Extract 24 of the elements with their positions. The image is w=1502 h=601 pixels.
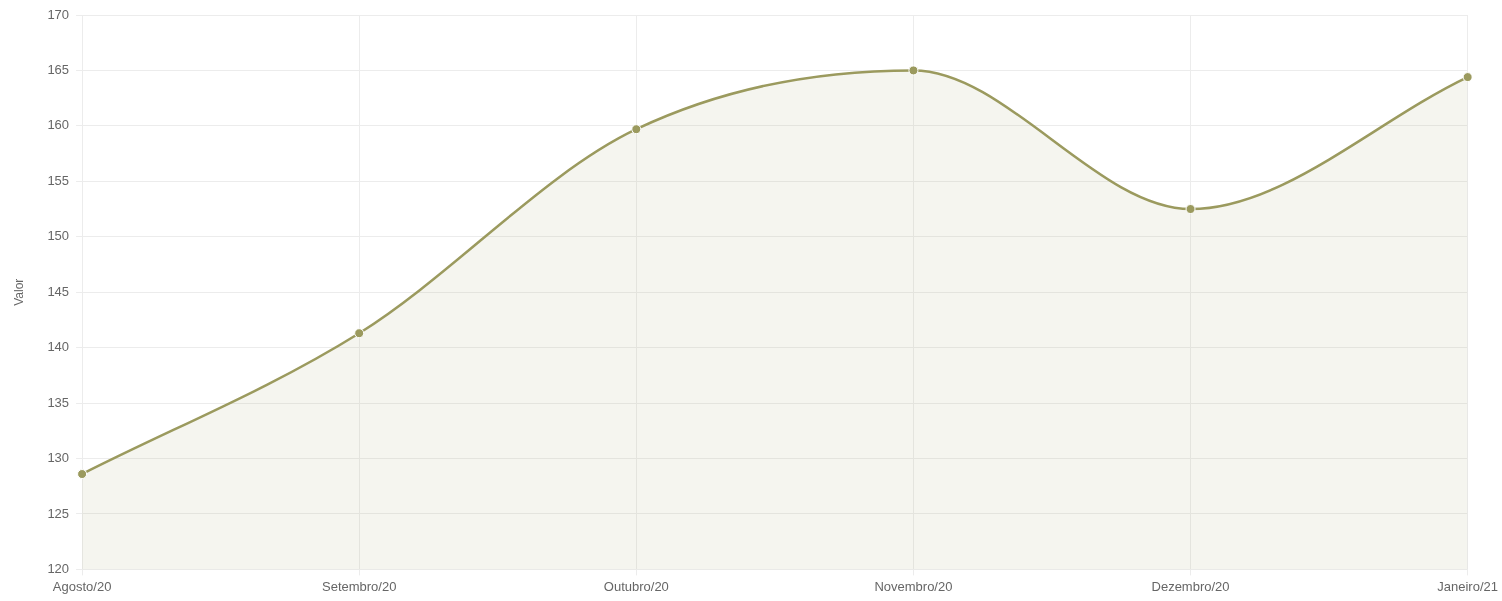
point xyxy=(631,124,642,135)
y-tick-label: 145 xyxy=(47,283,70,299)
x-tick-label: Janeiro/21 xyxy=(1437,578,1498,594)
x-tick-label: Agosto/20 xyxy=(52,578,112,594)
y-tick-label: 140 xyxy=(47,339,70,355)
y-tick-label: 130 xyxy=(47,450,70,466)
point xyxy=(1462,72,1473,83)
x-tick-label: Setembro/20 xyxy=(321,578,397,594)
y-axis-title: Valor xyxy=(11,278,26,306)
y-tick-label: 155 xyxy=(47,172,70,188)
y-tick-label: 165 xyxy=(47,62,70,78)
x-tick-label: Dezembro/20 xyxy=(1151,578,1230,594)
y-tick-label: 160 xyxy=(47,117,70,133)
point xyxy=(354,328,365,339)
x-tick-label: Outubro/20 xyxy=(603,578,669,594)
y-tick-label: 135 xyxy=(47,394,70,410)
y-tick-label: 150 xyxy=(47,228,70,244)
point xyxy=(908,65,919,76)
y-tick-label: 120 xyxy=(47,560,70,576)
point xyxy=(77,469,88,480)
y-tick-label: 125 xyxy=(47,505,70,521)
y-tick-label: 170 xyxy=(47,6,70,22)
x-tick-label: Novembro/20 xyxy=(874,578,953,594)
point xyxy=(1185,204,1196,215)
